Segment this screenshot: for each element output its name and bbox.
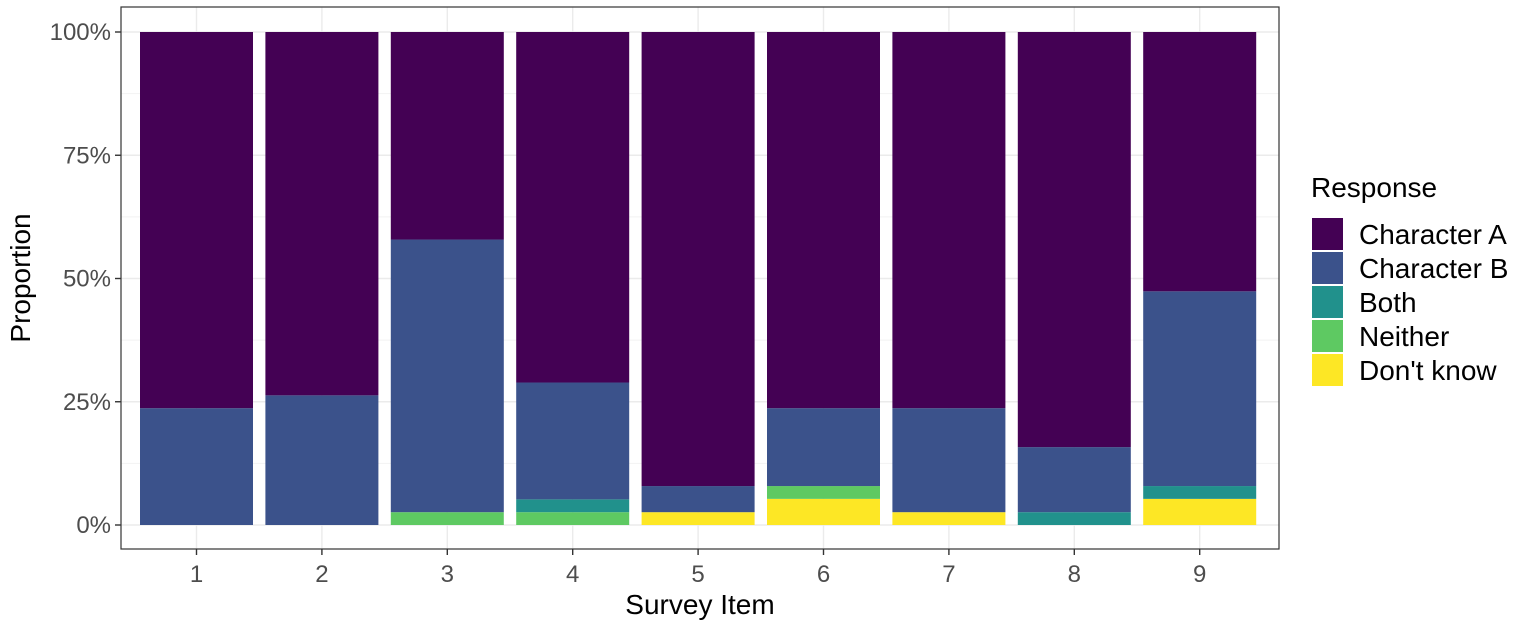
x-tick-label: 5: [691, 561, 704, 588]
bar-segment: [641, 512, 755, 525]
bar-segment: [641, 32, 755, 487]
x-tick-label: 6: [817, 561, 830, 588]
legend-key: [1312, 218, 1343, 250]
x-axis: 1 2 3 4 5 6 7 8 9: [190, 549, 1206, 588]
x-tick-label: 7: [942, 561, 955, 588]
y-tick-label: 100%: [50, 19, 111, 46]
y-axis: 0% 25% 50% 75% 100%: [50, 19, 121, 539]
bar-segment: [390, 239, 504, 513]
bar-segment: [1143, 498, 1257, 525]
legend-key: [1312, 252, 1343, 284]
x-tick-label: 2: [315, 561, 328, 588]
x-tick-label: 8: [1068, 561, 1081, 588]
legend-title: Response: [1311, 172, 1437, 203]
bar-segment: [390, 32, 504, 240]
bar-segment: [892, 32, 1006, 409]
legend-key: [1312, 354, 1343, 386]
bar-segment: [1143, 486, 1257, 499]
legend-label: Neither: [1359, 321, 1449, 352]
bar-segment: [767, 486, 880, 499]
x-axis-title: Survey Item: [625, 589, 774, 620]
bar-segment: [140, 32, 253, 409]
bar-segment: [892, 512, 1006, 525]
legend-label: Character B: [1359, 253, 1508, 284]
bar-segment: [1143, 32, 1257, 292]
x-tick-label: 9: [1193, 561, 1206, 588]
x-tick-label: 4: [566, 561, 579, 588]
y-tick-label: 0%: [76, 512, 111, 539]
y-tick-label: 25%: [63, 389, 111, 416]
x-tick-label: 1: [190, 561, 203, 588]
bar-segment: [516, 382, 630, 500]
bar-segment: [1017, 512, 1131, 525]
legend-label: Both: [1359, 287, 1417, 318]
x-tick-label: 3: [441, 561, 454, 588]
legend-key: [1312, 286, 1343, 318]
y-tick-label: 50%: [63, 266, 111, 293]
bar-segment: [892, 408, 1006, 513]
bars: [140, 32, 1257, 525]
y-axis-title: Proportion: [5, 213, 36, 342]
bar-segment: [140, 408, 253, 525]
bar-segment: [767, 408, 880, 487]
legend-label: Don't know: [1359, 355, 1497, 386]
bar-segment: [265, 32, 379, 396]
bar-segment: [516, 499, 630, 513]
legend-key: [1312, 320, 1343, 352]
bar-segment: [1017, 447, 1131, 513]
bar-segment: [1143, 291, 1257, 487]
bar-segment: [390, 512, 504, 525]
bar-segment: [767, 498, 880, 525]
bar-segment: [1017, 32, 1131, 448]
y-tick-label: 75%: [63, 142, 111, 169]
bar-segment: [767, 32, 880, 409]
bar-segment: [516, 32, 630, 383]
bar-segment: [641, 486, 755, 513]
bar-segment: [516, 512, 630, 525]
bar-segment: [265, 395, 379, 525]
legend-label: Character A: [1359, 219, 1507, 250]
